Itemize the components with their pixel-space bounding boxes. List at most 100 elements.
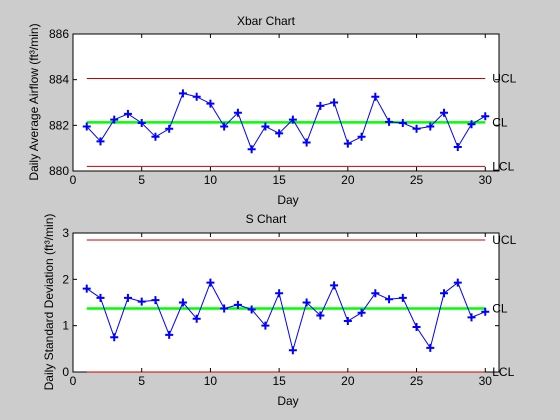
xbar-x-tick-label: 25 <box>410 173 424 187</box>
xbar-point-day-26 <box>426 122 435 131</box>
xbar-point-day-18 <box>316 101 325 110</box>
xbar-cl-label: CL <box>492 115 508 129</box>
s-ticks: 0 5 10 15 20 25 30 0 1 2 3 <box>62 226 499 388</box>
xbar-point-day-11 <box>220 122 229 131</box>
s-y-tick-label: 2 <box>62 272 69 286</box>
s-x-tick-label: 15 <box>272 374 286 388</box>
xbar-point-day-27 <box>440 108 449 117</box>
xbar-point-day-14 <box>261 122 270 131</box>
s-point-day-30 <box>481 307 490 316</box>
s-point-day-28 <box>453 278 462 287</box>
xbar-chart-panel: UCL CL LCL 0 5 10 15 20 25 30 880 882 884 886 Xbar C… <box>27 14 517 207</box>
xbar-point-day-12 <box>233 108 242 117</box>
s-point-day-17 <box>302 298 311 307</box>
s-point-day-13 <box>247 305 256 314</box>
xbar-point-day-4 <box>123 109 132 118</box>
xbar-ticks: 0 5 10 15 20 25 30 880 882 884 886 <box>49 27 499 187</box>
xbar-point-day-20 <box>343 139 352 148</box>
xbar-point-day-29 <box>467 120 476 129</box>
s-point-day-6 <box>151 296 160 305</box>
xbar-point-day-5 <box>137 119 146 128</box>
xbar-x-tick-label: 30 <box>479 173 493 187</box>
xbar-point-day-28 <box>453 143 462 152</box>
s-x-tick-label: 5 <box>138 374 145 388</box>
xbar-control-limits: UCL CL LCL <box>86 72 517 173</box>
xbar-point-day-7 <box>165 124 174 133</box>
s-point-day-10 <box>206 278 215 287</box>
xbar-point-day-9 <box>192 92 201 101</box>
s-x-tick-label: 30 <box>479 374 493 388</box>
xbar-point-day-8 <box>178 89 187 98</box>
s-point-day-18 <box>316 311 325 320</box>
xbar-x-axis-label: Day <box>277 193 298 207</box>
s-point-day-24 <box>398 293 407 302</box>
s-point-day-22 <box>371 289 380 298</box>
s-point-day-19 <box>330 281 339 290</box>
s-y-tick-label: 0 <box>62 365 69 379</box>
s-x-tick-label: 0 <box>70 374 77 388</box>
xbar-point-day-1 <box>82 122 91 131</box>
s-cl-label: CL <box>492 302 508 316</box>
xbar-point-day-23 <box>385 117 394 126</box>
s-point-day-14 <box>261 321 270 330</box>
xbar-axes-box <box>72 33 500 172</box>
s-point-day-2 <box>96 293 105 302</box>
s-ucl-label: UCL <box>492 233 516 247</box>
xbar-y-tick-label: 884 <box>49 73 69 87</box>
s-x-axis-label: Day <box>277 394 298 408</box>
xbar-ucl-label: UCL <box>492 72 516 86</box>
xbar-point-day-30 <box>481 112 490 121</box>
s-point-day-3 <box>110 333 119 342</box>
s-x-tick-label: 20 <box>341 374 355 388</box>
xbar-point-day-2 <box>96 137 105 146</box>
s-chart-panel: UCL CL LCL 0 5 10 15 20 25 30 0 1 2 3 S Chart Day Da… <box>42 212 517 408</box>
s-x-tick-label: 10 <box>204 374 218 388</box>
xbar-chart-title: Xbar Chart <box>237 14 296 28</box>
s-chart-title: S Chart <box>246 212 287 226</box>
xbar-point-day-13 <box>247 145 256 154</box>
s-point-day-15 <box>275 289 284 298</box>
s-point-day-21 <box>357 308 366 317</box>
s-point-day-20 <box>343 317 352 326</box>
s-point-day-26 <box>426 343 435 352</box>
xbar-point-day-15 <box>275 129 284 138</box>
s-point-day-16 <box>288 346 297 355</box>
s-control-limits: UCL CL LCL <box>86 233 517 379</box>
s-point-day-12 <box>233 300 242 309</box>
xbar-point-day-24 <box>398 119 407 128</box>
s-point-day-5 <box>137 297 146 306</box>
xbar-point-day-25 <box>412 124 421 133</box>
s-point-day-8 <box>178 298 187 307</box>
s-point-day-11 <box>220 304 229 313</box>
xbar-point-day-19 <box>330 98 339 107</box>
xbar-point-day-16 <box>288 115 297 124</box>
s-series <box>82 278 490 355</box>
xbar-point-day-17 <box>302 138 311 147</box>
xbar-x-tick-label: 15 <box>272 173 286 187</box>
xbar-x-tick-label: 20 <box>341 173 355 187</box>
s-lcl-label: LCL <box>492 365 514 379</box>
xbar-x-tick-label: 0 <box>70 173 77 187</box>
s-point-day-7 <box>165 330 174 339</box>
xbar-point-day-21 <box>357 132 366 141</box>
xbar-y-axis-label: Daily Average Airflow (ft³/min) <box>27 23 41 180</box>
s-x-tick-label: 25 <box>410 374 424 388</box>
s-point-day-25 <box>412 323 421 332</box>
xbar-x-tick-label: 10 <box>204 173 218 187</box>
s-point-day-27 <box>440 289 449 298</box>
xbar-y-tick-label: 886 <box>49 27 69 41</box>
s-point-day-23 <box>385 295 394 304</box>
s-point-day-1 <box>82 284 91 293</box>
s-y-axis-label: Daily Standard Deviation (ft³/min) <box>42 214 56 391</box>
xbar-series <box>82 89 490 154</box>
xbar-y-tick-label: 880 <box>49 164 69 178</box>
s-point-day-9 <box>192 314 201 323</box>
xbar-point-day-3 <box>110 115 119 124</box>
s-axes-box <box>72 232 500 373</box>
s-point-day-29 <box>467 313 476 322</box>
xbar-y-tick-label: 882 <box>49 118 69 132</box>
s-y-tick-label: 3 <box>62 226 69 240</box>
xbar-lcl-label: LCL <box>492 159 514 173</box>
s-point-day-4 <box>123 293 132 302</box>
